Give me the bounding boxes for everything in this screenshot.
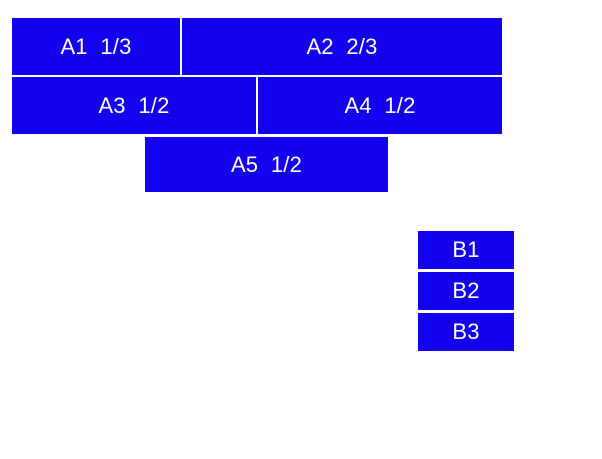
block-b1[interactable]: B1 [418,231,514,269]
group-b-container: B1 B2 B3 [418,231,514,351]
block-b3[interactable]: B3 [418,313,514,351]
block-a5[interactable]: A5 1/2 [145,137,388,192]
block-b2[interactable]: B2 [418,272,514,310]
block-a3[interactable]: A3 1/2 [12,77,256,134]
block-a2[interactable]: A2 2/3 [182,18,502,75]
block-a1[interactable]: A1 1/3 [12,18,180,75]
block-a4[interactable]: A4 1/2 [258,77,502,134]
